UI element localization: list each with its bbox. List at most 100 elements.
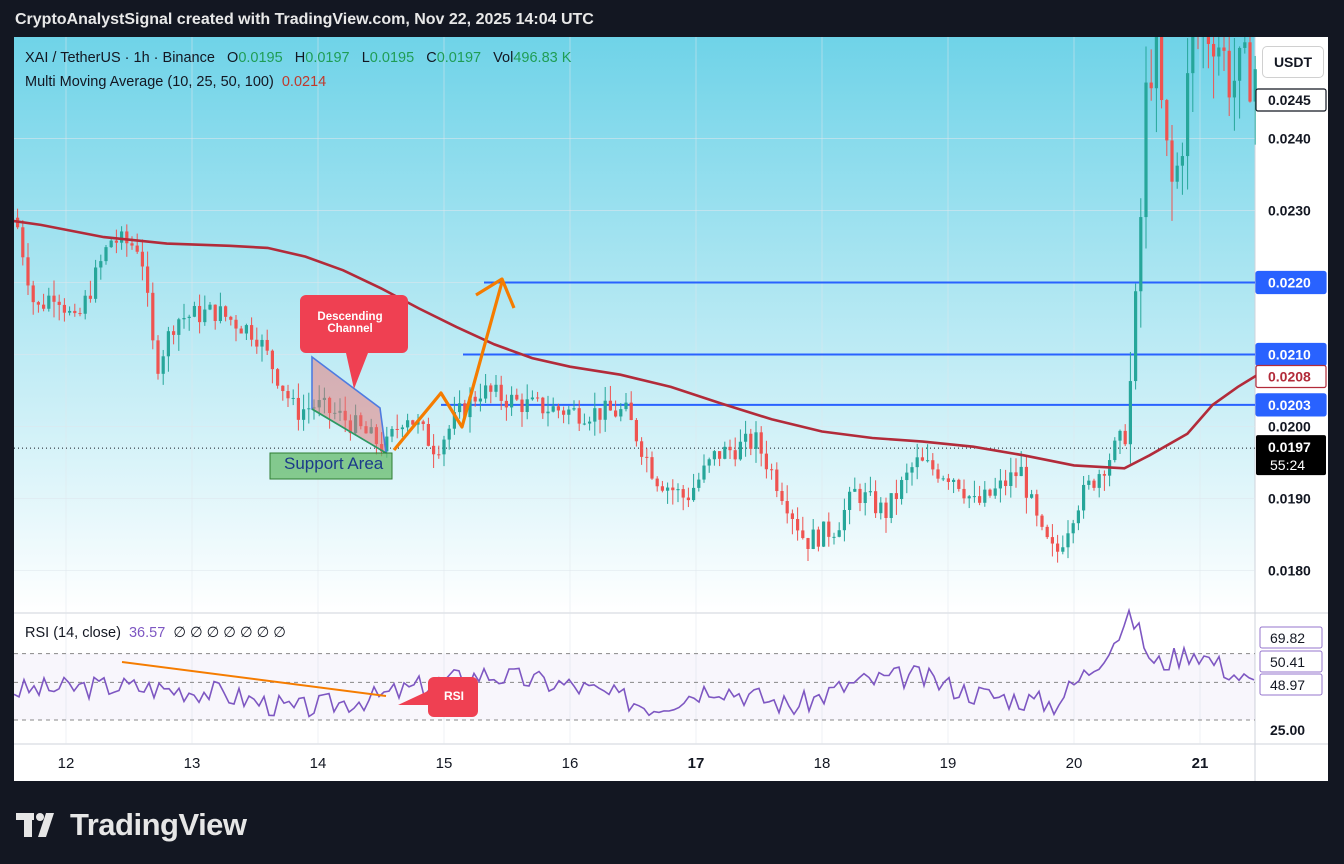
candle bbox=[567, 406, 571, 425]
volume-label: Vol bbox=[493, 50, 514, 66]
candle-body bbox=[738, 441, 742, 460]
candle bbox=[879, 497, 883, 520]
time-axis[interactable]: 12 13 14 15 16 17 18 19 20 21 bbox=[58, 755, 1209, 772]
ma-legend[interactable]: Multi Moving Average (10, 25, 50, 100) 0… bbox=[25, 74, 326, 90]
rsi-badge[interactable]: 50.41 bbox=[1259, 650, 1323, 673]
symbol-name[interactable]: XAI / TetherUS · 1h · Binance bbox=[25, 50, 215, 66]
candle bbox=[608, 385, 612, 411]
candle-body bbox=[754, 432, 758, 449]
price-badge-0220[interactable]: 0.0220 bbox=[1255, 270, 1327, 295]
candle bbox=[614, 400, 618, 418]
candle bbox=[73, 303, 77, 317]
rsi-badge[interactable]: 48.97 bbox=[1259, 673, 1323, 696]
candle-body bbox=[941, 478, 945, 480]
candle-body bbox=[442, 439, 446, 455]
candle bbox=[432, 434, 436, 469]
rsi-callout[interactable] bbox=[398, 677, 478, 717]
candle bbox=[244, 323, 248, 341]
candle-body bbox=[536, 397, 540, 399]
ma-label[interactable]: Multi Moving Average (10, 25, 50, 100) bbox=[25, 74, 274, 90]
candle bbox=[926, 444, 930, 463]
candle bbox=[915, 443, 919, 480]
price-badge-0203[interactable]: 0.0203 bbox=[1255, 393, 1327, 417]
ma-100-line bbox=[14, 219, 1258, 470]
candle-body bbox=[286, 391, 290, 399]
candle bbox=[1134, 283, 1138, 390]
candle-body bbox=[452, 412, 456, 429]
candle-body bbox=[166, 331, 170, 357]
candle-body bbox=[406, 420, 410, 428]
support-area-box[interactable] bbox=[269, 452, 393, 480]
candle bbox=[718, 451, 722, 467]
price-badge-0208[interactable]: 0.0208 bbox=[1255, 364, 1327, 389]
candle bbox=[1066, 520, 1070, 559]
candle bbox=[1180, 142, 1184, 195]
candle-body bbox=[21, 227, 25, 258]
candle-body bbox=[660, 486, 664, 491]
horizontal-levels[interactable] bbox=[14, 281, 1255, 449]
candle bbox=[1186, 38, 1190, 190]
candle-body bbox=[562, 410, 566, 415]
channel-lower-line[interactable] bbox=[311, 408, 387, 454]
rsi-trendline[interactable] bbox=[121, 661, 387, 697]
candle-body bbox=[1056, 543, 1060, 552]
projection-arrow[interactable] bbox=[392, 281, 504, 452]
price-axis[interactable]: 0.0240 0.0230 0.0200 0.0190 0.0180 0.0245 0.02… bbox=[1255, 88, 1327, 738]
rsi-legend[interactable]: RSI (14, close) 36.57 ∅ ∅ ∅ ∅ ∅ ∅ ∅ bbox=[25, 625, 286, 641]
candle bbox=[640, 437, 644, 465]
projection-arrowhead[interactable] bbox=[475, 277, 516, 309]
candle-body bbox=[458, 403, 462, 413]
candle bbox=[692, 473, 696, 502]
tradingview-logo[interactable]: TradingView bbox=[16, 805, 247, 843]
candle-body bbox=[1248, 42, 1252, 102]
candle bbox=[1102, 470, 1106, 491]
candle-body bbox=[822, 521, 826, 547]
price-badge-0210[interactable]: 0.0210 bbox=[1255, 342, 1327, 367]
candle-body bbox=[998, 480, 1002, 489]
candle bbox=[291, 389, 295, 406]
candle bbox=[546, 395, 550, 427]
last-price-badge[interactable]: 0.0197 55:24 bbox=[1256, 435, 1326, 476]
candle-body bbox=[624, 402, 628, 410]
rsi-badge[interactable]: 69.82 bbox=[1259, 626, 1323, 649]
candle bbox=[1071, 519, 1075, 544]
candle-body bbox=[1227, 50, 1231, 98]
candle bbox=[198, 294, 202, 334]
candle-body bbox=[1144, 82, 1148, 218]
chart-area[interactable]: Support Area Descending Channel RSI 0.0240… bbox=[14, 37, 1328, 781]
currency-button[interactable]: USDT bbox=[1262, 46, 1324, 78]
candle-body bbox=[296, 397, 300, 420]
candle-body bbox=[614, 410, 618, 417]
last-price-text: 0.0197 bbox=[1268, 439, 1311, 455]
candle bbox=[109, 239, 113, 248]
price-badge-0245[interactable]: 0.0245 bbox=[1255, 88, 1327, 112]
candle-body bbox=[858, 488, 862, 503]
candle bbox=[1191, 37, 1195, 112]
candle-body bbox=[582, 423, 586, 425]
candle-body bbox=[400, 427, 404, 430]
rsi-badge-text: 50.41 bbox=[1270, 654, 1305, 670]
candle-body bbox=[255, 339, 259, 347]
candle bbox=[1222, 37, 1226, 71]
candle-body bbox=[827, 521, 831, 537]
candle-body bbox=[385, 436, 389, 452]
candle bbox=[146, 251, 150, 307]
candle bbox=[88, 280, 92, 303]
candle bbox=[421, 419, 425, 431]
time-tick-label: 13 bbox=[184, 755, 201, 772]
candle-body bbox=[57, 301, 61, 305]
symbol-legend[interactable]: XAI / TetherUS · 1h · Binance O0.0195 H0… bbox=[25, 50, 571, 66]
descending-channel-callout[interactable] bbox=[300, 295, 408, 389]
candle-body bbox=[946, 478, 950, 482]
support-area-label: Support Area bbox=[284, 454, 384, 473]
candle-body bbox=[905, 472, 909, 481]
candle bbox=[478, 383, 482, 412]
candle-body bbox=[1217, 47, 1221, 57]
candle bbox=[712, 450, 716, 466]
candle bbox=[1175, 152, 1179, 189]
rsi-label[interactable]: RSI (14, close) bbox=[25, 625, 121, 641]
candle-body bbox=[1019, 466, 1023, 477]
candle bbox=[520, 393, 524, 427]
